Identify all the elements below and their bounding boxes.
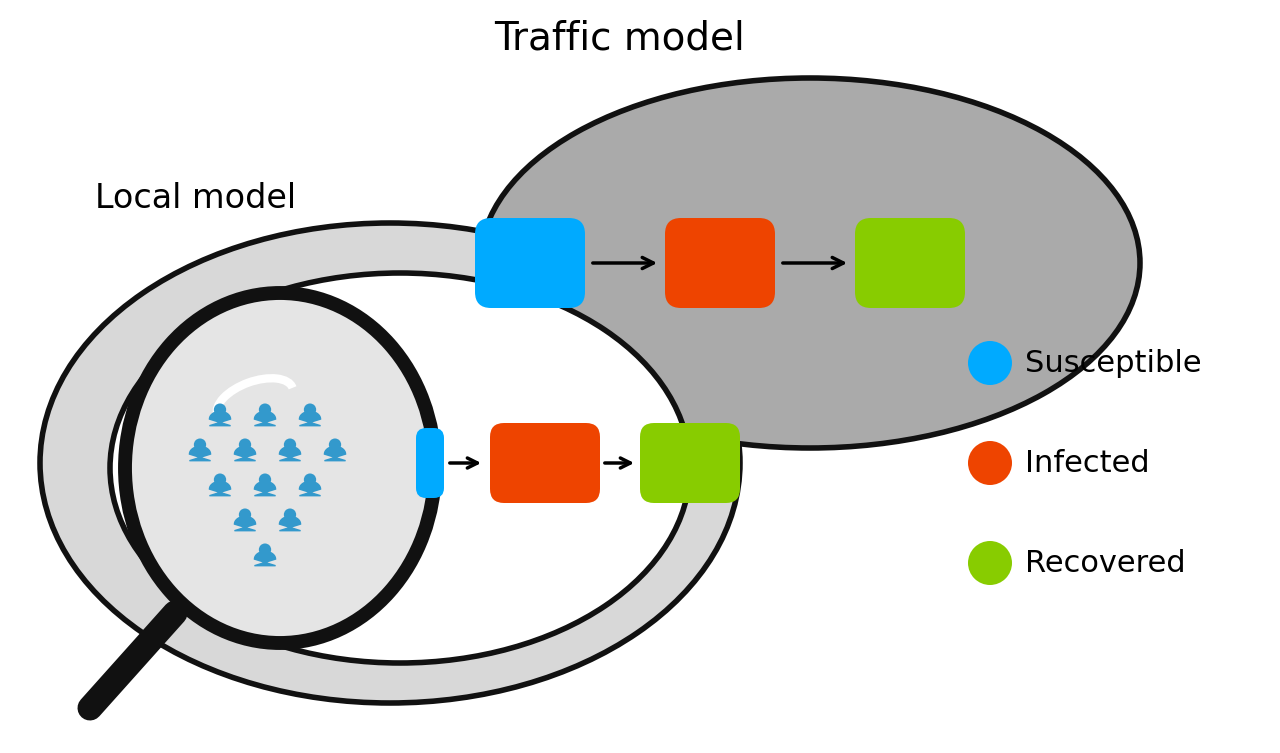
Polygon shape: [255, 551, 275, 566]
Polygon shape: [300, 481, 320, 495]
Circle shape: [303, 474, 316, 486]
Circle shape: [968, 541, 1012, 585]
Circle shape: [303, 404, 316, 416]
Circle shape: [968, 341, 1012, 385]
Polygon shape: [324, 447, 346, 461]
FancyBboxPatch shape: [855, 218, 965, 308]
Text: Susceptible: Susceptible: [1025, 349, 1202, 377]
Circle shape: [193, 438, 206, 451]
Text: Infected: Infected: [1025, 449, 1149, 477]
Text: Traffic model: Traffic model: [494, 19, 745, 57]
Polygon shape: [279, 447, 301, 461]
Polygon shape: [255, 411, 275, 425]
Circle shape: [259, 544, 271, 556]
Polygon shape: [234, 447, 256, 461]
Circle shape: [239, 508, 251, 521]
Circle shape: [329, 438, 342, 451]
Ellipse shape: [125, 293, 435, 643]
Ellipse shape: [480, 78, 1140, 448]
Circle shape: [214, 404, 227, 416]
Polygon shape: [300, 411, 320, 425]
Circle shape: [284, 508, 296, 521]
FancyBboxPatch shape: [666, 218, 774, 308]
Circle shape: [259, 404, 271, 416]
Polygon shape: [210, 411, 230, 425]
Circle shape: [284, 438, 296, 451]
Polygon shape: [210, 481, 230, 495]
Polygon shape: [279, 517, 301, 531]
FancyBboxPatch shape: [490, 423, 600, 503]
Ellipse shape: [110, 273, 690, 663]
Polygon shape: [255, 481, 275, 495]
Polygon shape: [189, 447, 210, 461]
Circle shape: [968, 441, 1012, 485]
FancyBboxPatch shape: [475, 218, 585, 308]
Circle shape: [259, 474, 271, 486]
Ellipse shape: [40, 223, 740, 703]
FancyBboxPatch shape: [416, 428, 444, 498]
Polygon shape: [234, 517, 256, 531]
Text: Recovered: Recovered: [1025, 548, 1185, 578]
Text: Local model: Local model: [95, 181, 296, 215]
Circle shape: [239, 438, 251, 451]
FancyBboxPatch shape: [640, 423, 740, 503]
Circle shape: [214, 474, 227, 486]
